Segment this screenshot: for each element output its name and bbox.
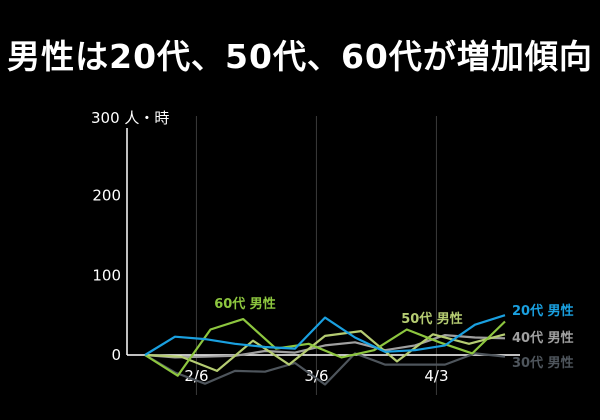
x-tick-label: 4/3 [424, 367, 448, 385]
series-line-50代 男性 [144, 330, 506, 372]
x-tick-label: 3/6 [304, 367, 328, 385]
y-tick-label: 100 [92, 266, 121, 284]
y-tick-label: 0 [111, 346, 121, 364]
series-label: 20代 男性 [512, 303, 574, 319]
x-tick-label: 2/6 [184, 367, 208, 385]
series-line-30代 男性 [144, 352, 506, 386]
y-tick-label: 300 人・時 [91, 109, 169, 127]
series-label: 30代 男性 [512, 355, 574, 371]
chart-title: 男性は20代、50代、60代が増加傾向 [7, 37, 593, 76]
series-label: 40代 男性 [512, 330, 574, 346]
series-annotation: 50代 男性 [401, 311, 463, 327]
series-line-20代 男性 [144, 314, 506, 356]
series-annotation: 60代 男性 [214, 296, 276, 312]
y-tick-label: 200 [92, 187, 121, 205]
series-line-40代 男性 [144, 334, 506, 359]
